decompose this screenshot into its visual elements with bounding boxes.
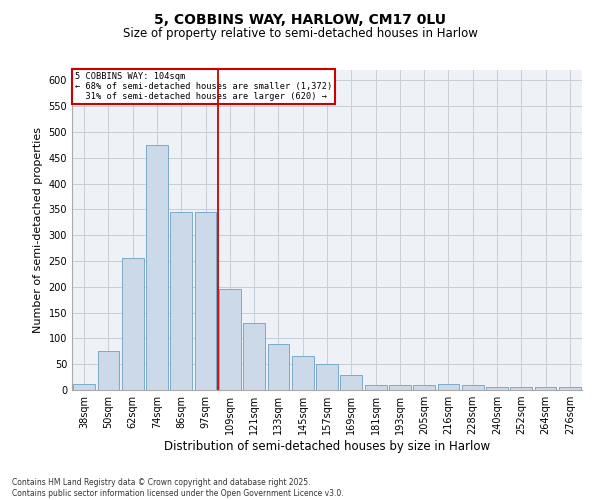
Text: 5 COBBINS WAY: 104sqm
← 68% of semi-detached houses are smaller (1,372)
  31% of: 5 COBBINS WAY: 104sqm ← 68% of semi-deta… (74, 72, 332, 102)
Bar (437, 384, 460, 390)
Text: Contains HM Land Registry data © Crown copyright and database right 2025.
Contai: Contains HM Land Registry data © Crown c… (12, 478, 344, 498)
Bar (268, 344, 289, 390)
Bar (340, 374, 362, 390)
Bar (486, 388, 508, 390)
Bar (292, 356, 314, 390)
Bar (73, 384, 95, 390)
Bar (97, 352, 119, 390)
Bar (146, 145, 168, 390)
Bar (365, 385, 386, 390)
Y-axis label: Number of semi-detached properties: Number of semi-detached properties (33, 127, 43, 333)
Text: Size of property relative to semi-detached houses in Harlow: Size of property relative to semi-detach… (122, 28, 478, 40)
Bar (170, 212, 192, 390)
Text: 5, COBBINS WAY, HARLOW, CM17 0LU: 5, COBBINS WAY, HARLOW, CM17 0LU (154, 12, 446, 26)
Bar (413, 385, 435, 390)
Bar (389, 385, 411, 390)
Bar (194, 212, 217, 390)
Bar (535, 388, 556, 390)
Bar (243, 323, 265, 390)
Bar (316, 364, 338, 390)
Bar (219, 290, 241, 390)
Bar (462, 385, 484, 390)
Bar (122, 258, 143, 390)
Bar (559, 388, 581, 390)
X-axis label: Distribution of semi-detached houses by size in Harlow: Distribution of semi-detached houses by … (164, 440, 490, 453)
Bar (511, 388, 532, 390)
